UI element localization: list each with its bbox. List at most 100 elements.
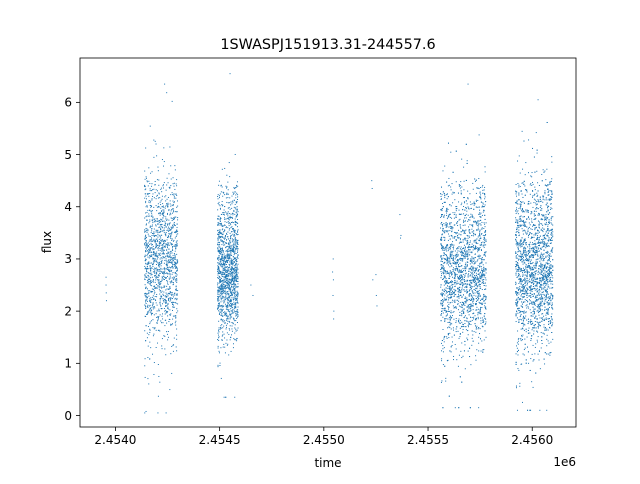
data-point xyxy=(218,236,220,238)
data-point xyxy=(228,333,230,335)
data-point xyxy=(448,306,450,308)
data-point xyxy=(229,255,231,257)
data-point xyxy=(234,222,236,224)
data-point xyxy=(231,295,233,297)
data-point xyxy=(218,237,220,239)
data-point xyxy=(236,309,238,311)
data-point xyxy=(462,323,464,325)
data-point xyxy=(462,255,464,257)
data-point xyxy=(175,216,177,218)
data-point xyxy=(469,243,471,245)
data-point xyxy=(226,285,228,287)
data-point xyxy=(158,179,160,181)
data-point xyxy=(224,303,226,305)
data-point xyxy=(150,272,152,274)
data-point xyxy=(225,250,227,252)
data-point xyxy=(236,241,238,243)
data-point xyxy=(228,206,230,208)
data-point xyxy=(221,264,223,266)
data-point xyxy=(453,246,455,248)
data-point xyxy=(444,335,446,337)
data-point xyxy=(480,317,482,319)
data-point xyxy=(159,255,161,257)
data-point xyxy=(225,185,227,187)
data-point xyxy=(162,217,164,219)
data-point xyxy=(146,312,148,314)
data-point xyxy=(454,277,456,279)
data-point xyxy=(155,241,157,243)
data-point xyxy=(449,262,451,264)
data-point xyxy=(167,223,169,225)
data-point xyxy=(233,233,235,235)
data-point xyxy=(471,214,473,216)
data-point xyxy=(224,214,225,216)
data-point xyxy=(222,236,224,238)
data-point xyxy=(151,247,153,249)
data-point xyxy=(220,280,222,282)
data-point xyxy=(478,249,480,251)
data-point xyxy=(467,256,469,258)
data-point xyxy=(146,264,148,266)
data-point xyxy=(459,283,461,285)
data-point xyxy=(148,251,150,253)
data-point xyxy=(160,200,162,202)
data-point xyxy=(161,261,163,263)
data-point xyxy=(230,224,232,226)
data-point xyxy=(166,312,168,314)
data-point xyxy=(168,252,170,254)
data-point xyxy=(149,323,151,325)
data-point xyxy=(221,339,223,341)
data-point xyxy=(464,344,466,346)
data-point xyxy=(451,217,453,219)
data-point xyxy=(229,261,231,263)
data-point xyxy=(464,253,466,255)
data-point xyxy=(235,301,237,303)
data-point xyxy=(485,230,487,232)
data-point xyxy=(441,360,443,362)
data-point xyxy=(173,344,175,346)
data-point xyxy=(220,327,222,329)
data-point xyxy=(223,333,225,335)
data-point xyxy=(232,274,234,276)
data-point xyxy=(235,232,237,234)
data-point xyxy=(445,377,447,379)
data-point xyxy=(232,278,234,280)
data-point xyxy=(461,306,463,308)
data-point xyxy=(167,203,169,205)
data-point xyxy=(463,221,465,223)
data-point xyxy=(467,190,469,192)
data-point xyxy=(146,219,148,221)
data-point xyxy=(233,206,235,208)
data-point xyxy=(450,310,452,312)
data-point xyxy=(447,239,449,241)
data-point xyxy=(149,225,151,227)
data-point xyxy=(226,254,228,256)
data-point xyxy=(229,300,231,302)
data-point xyxy=(221,297,223,299)
data-point xyxy=(162,272,164,274)
data-point xyxy=(225,296,227,298)
data-point xyxy=(457,237,459,239)
data-point xyxy=(236,211,238,213)
data-point xyxy=(477,227,479,229)
data-point xyxy=(145,247,147,249)
data-point xyxy=(174,244,176,246)
data-point xyxy=(237,280,239,282)
data-point xyxy=(479,223,481,225)
data-point xyxy=(477,295,479,297)
data-point xyxy=(452,191,454,193)
data-point xyxy=(468,249,470,251)
data-point xyxy=(147,357,149,359)
data-point xyxy=(467,220,469,222)
data-point xyxy=(447,359,449,361)
data-point xyxy=(482,189,484,191)
data-point xyxy=(166,265,168,267)
data-point xyxy=(152,240,153,242)
data-point xyxy=(236,280,238,282)
data-point xyxy=(459,376,461,378)
data-point xyxy=(463,238,465,240)
data-point xyxy=(166,333,168,335)
data-point xyxy=(226,278,228,280)
data-point xyxy=(484,204,486,206)
data-point xyxy=(223,213,225,215)
